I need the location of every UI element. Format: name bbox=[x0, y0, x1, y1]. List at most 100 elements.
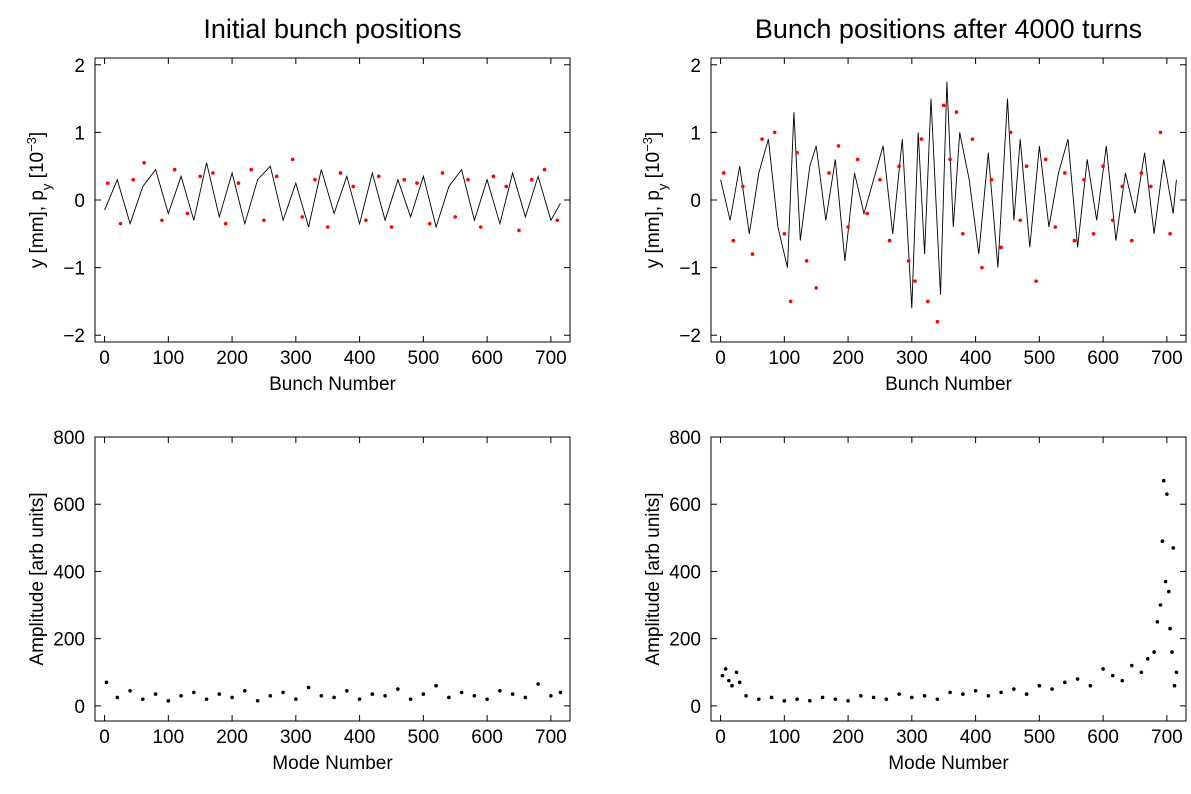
data-point bbox=[1130, 663, 1134, 668]
data-point bbox=[325, 225, 330, 229]
x-axis-label: Bunch Number bbox=[885, 374, 1012, 395]
y-tick-label: 400 bbox=[669, 562, 701, 583]
data-point bbox=[782, 699, 787, 703]
y-tick-label: 2 bbox=[74, 56, 85, 77]
data-point bbox=[741, 184, 745, 189]
data-point bbox=[970, 137, 975, 141]
data-point bbox=[760, 137, 764, 141]
data-point bbox=[211, 171, 215, 175]
data-point bbox=[1018, 218, 1023, 223]
y-tick-label: 0 bbox=[74, 191, 85, 212]
data-point bbox=[721, 171, 726, 175]
y-tick-label: 1 bbox=[74, 123, 85, 144]
data-point bbox=[306, 685, 311, 690]
data-point bbox=[230, 695, 234, 700]
x-tick-label: 500 bbox=[1024, 348, 1056, 369]
data-point bbox=[118, 221, 123, 226]
data-point bbox=[1149, 184, 1153, 189]
x-tick-label: 600 bbox=[471, 348, 503, 369]
data-point bbox=[421, 692, 426, 696]
data-point bbox=[223, 221, 228, 226]
data-point bbox=[153, 692, 158, 696]
data-point bbox=[989, 177, 994, 182]
data-point bbox=[935, 697, 940, 701]
data-point bbox=[961, 232, 965, 236]
x-tick-label: 0 bbox=[715, 348, 726, 369]
data-point bbox=[555, 218, 560, 223]
x-tick-label: 100 bbox=[152, 727, 184, 748]
data-point bbox=[897, 164, 901, 168]
data-point bbox=[491, 174, 496, 179]
data-point bbox=[370, 692, 375, 696]
data-point bbox=[1161, 478, 1166, 483]
data-point bbox=[1168, 232, 1172, 236]
x-axis-label: Mode Number bbox=[272, 753, 393, 774]
data-point bbox=[408, 697, 413, 701]
y-tick-label: −2 bbox=[63, 326, 85, 347]
data-point bbox=[249, 167, 254, 172]
data-point bbox=[376, 174, 381, 179]
y-tick-label: 2 bbox=[690, 56, 701, 77]
data-point bbox=[999, 690, 1003, 695]
data-point bbox=[948, 157, 952, 162]
data-point bbox=[290, 157, 295, 162]
data-point bbox=[1024, 164, 1029, 168]
data-point bbox=[1160, 539, 1165, 543]
data-point bbox=[542, 167, 547, 172]
x-tick-label: 0 bbox=[99, 727, 110, 748]
data-point bbox=[447, 695, 451, 700]
data-point bbox=[313, 177, 317, 182]
chart-tl: 0 100 200 300 400 500 600 700 −2 −1 0 1 2 Initial bun… bbox=[24, 14, 571, 395]
data-point bbox=[1037, 683, 1042, 688]
data-point bbox=[1110, 673, 1115, 678]
y-axis-label: Amplitude [arb units] bbox=[27, 492, 48, 665]
y-tick-label: −1 bbox=[679, 259, 701, 280]
data-point bbox=[1075, 677, 1080, 681]
data-point bbox=[243, 688, 247, 693]
data-point bbox=[427, 221, 432, 226]
data-point bbox=[485, 697, 489, 701]
y-tick-label: 600 bbox=[669, 495, 701, 516]
data-point bbox=[737, 680, 742, 685]
data-point bbox=[1063, 680, 1067, 685]
data-point bbox=[319, 693, 324, 698]
data-point bbox=[357, 697, 362, 701]
data-point bbox=[1163, 579, 1168, 584]
x-tick-label: 300 bbox=[280, 727, 312, 748]
data-point bbox=[846, 699, 850, 703]
data-point bbox=[887, 238, 892, 243]
data-point bbox=[466, 177, 470, 182]
data-point bbox=[1155, 620, 1160, 624]
data-point bbox=[820, 695, 825, 700]
data-point bbox=[142, 161, 146, 165]
x-tick-label: 700 bbox=[535, 727, 567, 748]
data-point bbox=[1063, 171, 1067, 175]
x-axis-label: Mode Number bbox=[888, 753, 1009, 774]
data-point bbox=[804, 259, 809, 263]
data-point bbox=[954, 110, 959, 114]
data-point bbox=[274, 174, 279, 179]
data-point bbox=[941, 103, 946, 108]
data-point bbox=[128, 688, 132, 693]
y-tick-label: 0 bbox=[74, 697, 85, 718]
x-tick-label: 500 bbox=[408, 727, 440, 748]
data-point bbox=[723, 667, 728, 671]
data-point bbox=[517, 228, 521, 233]
data-point bbox=[459, 690, 464, 695]
series-line bbox=[104, 162, 561, 229]
data-point bbox=[1130, 238, 1134, 243]
x-tick-label: 0 bbox=[715, 727, 726, 748]
data-point bbox=[1043, 157, 1048, 162]
x-tick-label: 700 bbox=[1151, 348, 1183, 369]
data-point bbox=[434, 683, 438, 688]
data-point bbox=[415, 181, 419, 185]
data-point bbox=[472, 693, 477, 698]
x-tick-label: 700 bbox=[1151, 727, 1183, 748]
data-point bbox=[855, 157, 860, 162]
x-tick-label: 100 bbox=[152, 348, 184, 369]
x-tick-label: 700 bbox=[535, 348, 567, 369]
data-point bbox=[1120, 678, 1125, 683]
data-point bbox=[453, 215, 458, 219]
data-point bbox=[973, 688, 978, 693]
